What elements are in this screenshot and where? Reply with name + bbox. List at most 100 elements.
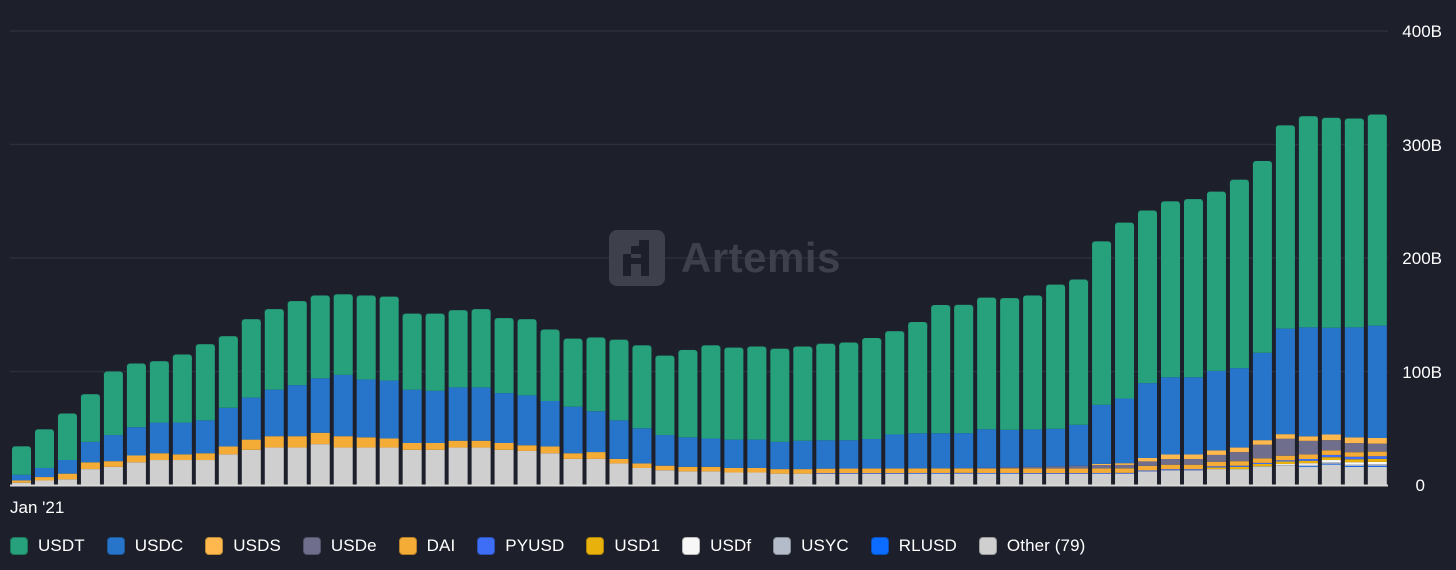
legend-item-rlusd[interactable]: RLUSD (870, 536, 957, 556)
bar-stack[interactable] (57, 413, 77, 485)
bar-stack[interactable] (724, 347, 744, 485)
bar-stack[interactable] (1275, 125, 1295, 485)
bar-stack[interactable] (1161, 201, 1180, 486)
bar-segment-pyusd (1115, 472, 1135, 474)
bar-stack[interactable] (333, 294, 353, 485)
bar-stack[interactable] (80, 394, 100, 485)
legend-item-usyc[interactable]: USYC (773, 536, 849, 556)
bar-stack[interactable] (264, 309, 284, 485)
bar-segment-usdt (885, 331, 905, 435)
bar-cap (126, 363, 146, 372)
bar-stack[interactable] (287, 301, 307, 485)
legend-item-usdc[interactable]: USDC (106, 536, 184, 556)
bar-stack[interactable] (218, 336, 238, 485)
bar-segment-dai (839, 468, 859, 474)
bar-segment-other-79- (494, 449, 514, 485)
bar-stack[interactable] (540, 329, 560, 486)
bar-stack[interactable] (494, 318, 514, 485)
bar-stack[interactable] (747, 346, 767, 485)
bar-stack[interactable] (402, 313, 422, 485)
bar-stack[interactable] (1115, 222, 1135, 485)
bar-stack[interactable] (103, 371, 123, 486)
bar-segment-usde (1344, 443, 1364, 453)
legend-item-usdf[interactable]: USDf (682, 536, 751, 556)
legend-item-usdt[interactable]: USDT (10, 536, 85, 556)
legend-swatch-icon (398, 537, 417, 555)
bar-stack[interactable] (1344, 118, 1364, 485)
bar-stack[interactable] (632, 345, 652, 485)
bar-stack[interactable] (908, 322, 928, 485)
bar-stack[interactable] (1046, 284, 1066, 485)
bar-stack[interactable] (448, 310, 468, 485)
bar-stack[interactable] (1367, 114, 1387, 485)
bar-segment-usdc (724, 439, 744, 468)
legend-swatch-icon (682, 537, 701, 555)
bar-stack[interactable] (655, 355, 675, 486)
bar-stack[interactable] (1023, 295, 1043, 485)
bar-stack[interactable] (379, 296, 399, 485)
legend-item-pyusd[interactable]: PYUSD (477, 536, 564, 556)
bar-stack[interactable] (356, 295, 376, 485)
bar-stack[interactable] (172, 354, 192, 485)
bar-stack[interactable] (793, 346, 813, 485)
bar-stack[interactable] (563, 338, 583, 485)
legend-item-usde[interactable]: USDe (302, 536, 377, 556)
bar-stack[interactable] (517, 319, 537, 485)
bar-segment-dai (1069, 468, 1089, 474)
bar-stack[interactable] (678, 349, 698, 485)
bar-segment-usds (1183, 454, 1203, 460)
bar-stack[interactable] (931, 304, 951, 485)
bar-stack[interactable] (977, 297, 997, 485)
bar-stack[interactable] (954, 304, 974, 485)
bar-stack[interactable] (1183, 199, 1203, 486)
bar-stack[interactable] (149, 361, 169, 485)
bar-stack[interactable] (1092, 241, 1112, 485)
legend-item-other[interactable]: Other (79) (978, 536, 1085, 556)
bar-segment-usde (1069, 465, 1089, 469)
bar-segment-usdt (34, 429, 54, 468)
bar-segment-usdt (1046, 284, 1066, 429)
bar-stack[interactable] (195, 344, 215, 485)
bar-segment-other-79- (310, 444, 330, 485)
bar-stack[interactable] (241, 319, 261, 485)
bar-segment-dai (425, 443, 445, 450)
bar-stack[interactable] (701, 345, 721, 485)
bar-cap (1344, 118, 1364, 127)
bar-segment-other-79- (1046, 473, 1066, 485)
bar-stack[interactable] (1069, 279, 1089, 485)
bar-segment-other-79- (264, 447, 284, 485)
bar-segment-usdt (149, 361, 169, 423)
bar-segment-usdc (57, 460, 77, 474)
bar-stack[interactable] (885, 331, 905, 485)
bar-stack[interactable] (1000, 298, 1020, 485)
bar-stack[interactable] (1298, 116, 1318, 485)
bar-stack[interactable] (471, 309, 491, 485)
bar-stack[interactable] (1229, 179, 1249, 485)
legend-item-dai[interactable]: DAI (398, 536, 456, 556)
bar-stack[interactable] (126, 363, 146, 485)
bar-stack[interactable] (862, 338, 882, 485)
bar-cap (977, 297, 997, 306)
bar-stack[interactable] (1252, 160, 1272, 485)
bar-stack[interactable] (1206, 191, 1226, 485)
bar-segment-usdc (333, 374, 353, 437)
legend-item-usds[interactable]: USDS (205, 536, 281, 556)
bar-segment-usd1 (1229, 466, 1249, 470)
bar-stack[interactable] (609, 339, 629, 486)
bar-segment-dai (80, 462, 100, 470)
bar-segment-usdc (310, 378, 330, 433)
bar-stack[interactable] (816, 343, 836, 485)
bar-stack[interactable] (310, 295, 330, 485)
legend-item-usd1[interactable]: USD1 (586, 536, 660, 556)
bar-stack[interactable] (1321, 117, 1341, 485)
legend-swatch-icon (870, 537, 889, 555)
bar-stack[interactable] (34, 429, 54, 485)
bar-stack[interactable] (586, 337, 606, 485)
bar-stack[interactable] (839, 342, 859, 485)
bar-cap (1023, 295, 1043, 304)
bar-segment-dai (1138, 465, 1158, 471)
bar-stack[interactable] (770, 348, 790, 485)
bar-stack[interactable] (12, 446, 31, 485)
bar-stack[interactable] (425, 313, 445, 485)
bar-stack[interactable] (1138, 210, 1158, 485)
